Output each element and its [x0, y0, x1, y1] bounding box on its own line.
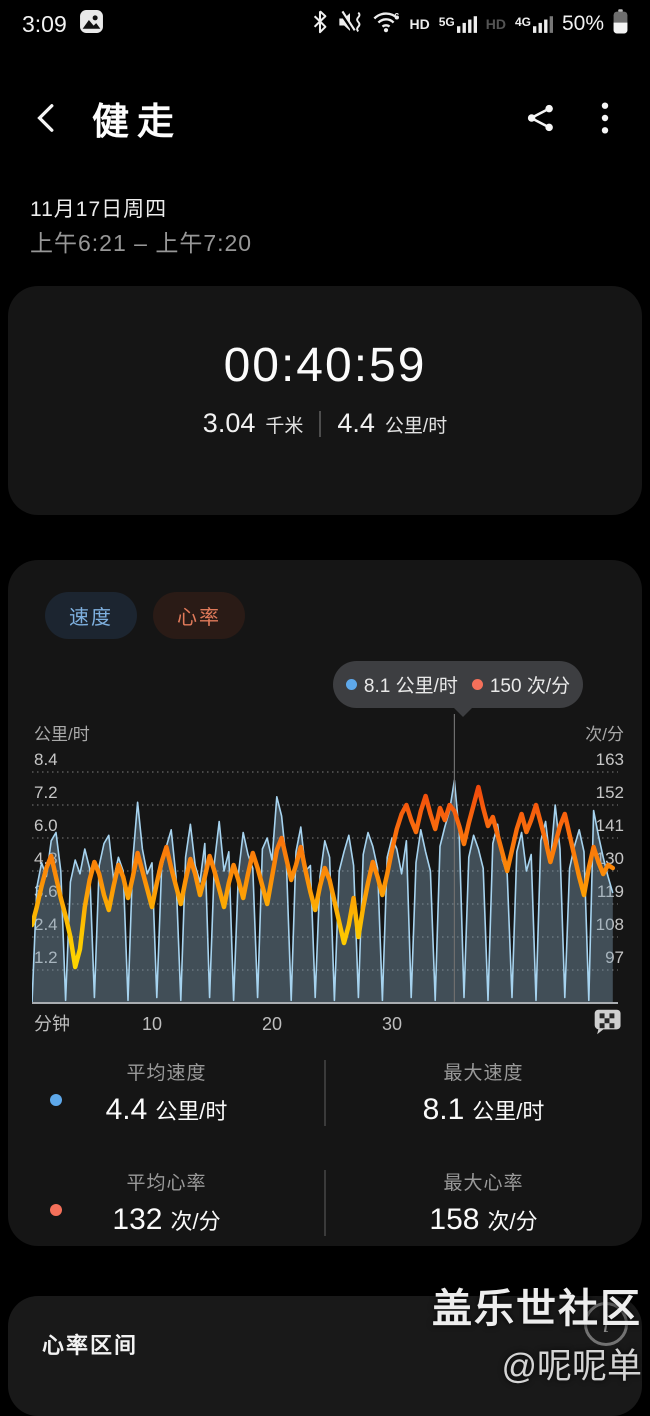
svg-text:163: 163 — [596, 750, 624, 769]
tab-speed[interactable]: 速度 — [45, 592, 137, 639]
speed-dot-icon — [345, 679, 357, 690]
watermark-username: @呢呢单 — [501, 1347, 642, 1386]
hd-badge: HD — [409, 16, 430, 32]
svg-text:20: 20 — [262, 1014, 282, 1034]
chart-tooltip: 8.1 公里/时 150 次/分 — [333, 661, 583, 717]
svg-text:141: 141 — [596, 816, 624, 835]
svg-text:6: 6 — [395, 11, 400, 21]
app-header: 健走 — [0, 86, 650, 150]
tab-heart-rate[interactable]: 心率 — [153, 592, 245, 639]
hd-dim-badge: HD — [485, 16, 506, 32]
bluetooth-icon — [312, 9, 328, 39]
avg-speed-stat: 4.4 公里/时 — [337, 408, 448, 438]
session-date: 11月17日周四 — [30, 198, 168, 221]
distance-stat: 3.04 千米 — [202, 408, 304, 438]
svg-text:次/分: 次/分 — [585, 725, 624, 744]
tooltip-heart-rate: 150 次/分 — [471, 671, 570, 698]
signal-4g-icon: 4G — [515, 14, 553, 34]
battery-icon — [613, 8, 628, 40]
svg-text:2.4: 2.4 — [34, 915, 58, 934]
heart-rate-dot-icon — [471, 679, 483, 690]
svg-text:119: 119 — [597, 882, 624, 901]
status-bar: 3:09 6 HD 5G HD 4G 50% — [0, 0, 650, 48]
workout-duration: 00:40:59 — [223, 339, 427, 392]
heart-rate-stats-row: 平均心率 132 次/分 最大心率 158 次/分 — [8, 1168, 642, 1237]
svg-text:7.2: 7.2 — [34, 783, 58, 802]
max-speed-cell: 最大速度 8.1 公里/时 — [422, 1063, 545, 1126]
mute-vibrate-icon — [337, 10, 363, 39]
screenshot-gallery-icon — [79, 9, 104, 39]
community-watermark: i 盖乐世社区 @呢呢单 — [432, 1276, 642, 1389]
wifi6-icon: 6 — [372, 10, 400, 39]
session-time-range: 上午6:21 – 上午7:20 — [30, 230, 253, 256]
summary-card: 00:40:59 3.04 千米 4.4 公里/时 — [8, 286, 642, 515]
finish-flag-icon — [591, 1006, 623, 1043]
speed-heart-rate-chart[interactable]: 公里/时次/分8.41637.21526.01414.81303.61192.4… — [29, 710, 632, 1040]
svg-text:10: 10 — [142, 1014, 162, 1034]
clock-time: 3:09 — [22, 10, 67, 37]
speed-stats-row: 平均速度 4.4 公里/时 最大速度 8.1 公里/时 — [8, 1058, 642, 1127]
share-button[interactable] — [524, 101, 558, 135]
more-menu-button[interactable] — [588, 101, 622, 135]
battery-percent: 50% — [561, 12, 604, 35]
svg-text:1.2: 1.2 — [34, 948, 58, 967]
svg-text:6.0: 6.0 — [34, 816, 58, 835]
chart-card: 速度 心率 8.1 公里/时 150 次/分 公里/时 次/分 8.4 163 7.2 1… — [8, 560, 642, 1246]
stats-divider — [324, 1170, 326, 1236]
svg-text:分钟: 分钟 — [34, 1014, 70, 1034]
svg-text:8.4: 8.4 — [34, 750, 58, 769]
substat-divider — [319, 410, 322, 437]
max-heart-rate-cell: 最大心率 158 次/分 — [429, 1173, 538, 1236]
avg-heart-rate-cell: 平均心率 132 次/分 — [112, 1173, 221, 1236]
back-button[interactable] — [30, 103, 60, 133]
avg-speed-cell: 平均速度 4.4 公里/时 — [105, 1063, 228, 1126]
info-icon: i — [584, 1302, 628, 1346]
heart-rate-legend-dot — [50, 1204, 62, 1216]
page-title: 健走 — [92, 101, 182, 142]
svg-text:公里/时: 公里/时 — [34, 725, 90, 744]
svg-text:30: 30 — [382, 1014, 402, 1034]
watermark-community-name: 盖乐世社区 — [432, 1287, 642, 1331]
svg-text:152: 152 — [596, 783, 624, 802]
speed-legend-dot — [50, 1094, 62, 1106]
svg-text:97: 97 — [605, 948, 624, 967]
stats-divider — [324, 1060, 326, 1126]
tooltip-speed: 8.1 公里/时 — [345, 671, 458, 698]
svg-text:108: 108 — [596, 915, 624, 934]
section-title: 心率区间 — [42, 1333, 139, 1358]
signal-5g-icon: 5G — [439, 14, 477, 34]
